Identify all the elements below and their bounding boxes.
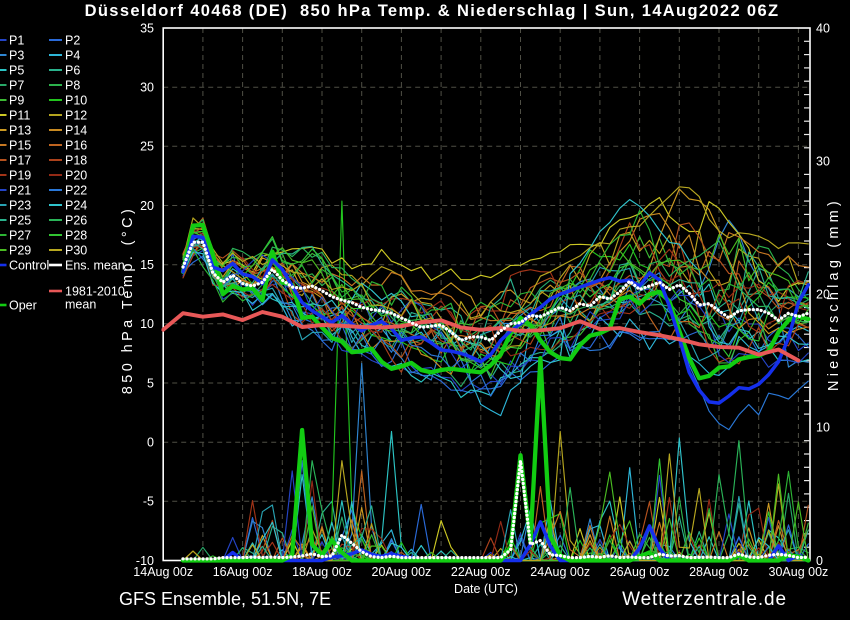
svg-text:10: 10: [816, 421, 830, 435]
svg-text:20: 20: [140, 199, 154, 213]
svg-text:1981-2010: 1981-2010: [65, 284, 125, 298]
svg-text:P29: P29: [9, 243, 31, 257]
svg-text:P1: P1: [9, 33, 24, 47]
svg-text:P4: P4: [65, 48, 80, 62]
svg-text:P15: P15: [9, 138, 31, 152]
svg-text:P13: P13: [9, 123, 31, 137]
svg-text:28Aug 00z: 28Aug 00z: [689, 565, 749, 579]
svg-text:P30: P30: [65, 243, 87, 257]
svg-text:P5: P5: [9, 63, 24, 77]
svg-text:P14: P14: [65, 123, 87, 137]
svg-text:Date (UTC): Date (UTC): [454, 582, 518, 596]
svg-text:-5: -5: [143, 495, 154, 509]
svg-text:P19: P19: [9, 168, 31, 182]
svg-text:P25: P25: [9, 213, 31, 227]
svg-text:16Aug 00z: 16Aug 00z: [213, 565, 273, 579]
svg-text:P21: P21: [9, 183, 31, 197]
svg-text:P7: P7: [9, 78, 24, 92]
svg-text:-10: -10: [136, 554, 154, 568]
svg-text:P23: P23: [9, 198, 31, 212]
svg-text:P3: P3: [9, 48, 24, 62]
svg-text:P9: P9: [9, 93, 24, 107]
svg-text:GFS Ensemble, 51.5N, 7E: GFS Ensemble, 51.5N, 7E: [119, 589, 331, 609]
svg-text:P6: P6: [65, 63, 80, 77]
svg-text:mean: mean: [65, 297, 96, 311]
svg-text:22Aug 00z: 22Aug 00z: [451, 565, 511, 579]
svg-text:850 hPa Temp. (°C): 850 hPa Temp. (°C): [120, 206, 136, 394]
svg-text:25: 25: [140, 140, 154, 154]
svg-text:40: 40: [816, 21, 830, 35]
svg-text:5: 5: [147, 376, 154, 390]
svg-text:Control: Control: [9, 258, 49, 272]
svg-text:P24: P24: [65, 198, 87, 212]
svg-text:Düsseldorf 40468 (DE) 850 hPa: Düsseldorf 40468 (DE) 850 hPa Temp. & Ni…: [85, 2, 780, 20]
svg-text:P17: P17: [9, 153, 31, 167]
svg-text:P10: P10: [65, 93, 87, 107]
svg-text:P11: P11: [9, 108, 30, 122]
svg-text:P18: P18: [65, 153, 87, 167]
svg-text:Ens. mean: Ens. mean: [65, 258, 125, 272]
svg-text:20Aug 00z: 20Aug 00z: [372, 565, 432, 579]
svg-text:P27: P27: [9, 228, 31, 242]
svg-text:P26: P26: [65, 213, 87, 227]
svg-text:P20: P20: [65, 168, 87, 182]
svg-text:0: 0: [816, 554, 823, 568]
svg-text:P2: P2: [65, 33, 80, 47]
svg-text:Wetterzentrale.de: Wetterzentrale.de: [622, 589, 787, 610]
svg-text:Oper: Oper: [9, 298, 37, 312]
svg-text:P12: P12: [65, 108, 87, 122]
svg-text:30Aug 00z: 30Aug 00z: [769, 565, 829, 579]
svg-text:30: 30: [140, 81, 154, 95]
svg-text:P16: P16: [65, 138, 87, 152]
svg-text:P8: P8: [65, 78, 80, 92]
svg-text:18Aug 00z: 18Aug 00z: [292, 565, 352, 579]
svg-text:10: 10: [140, 317, 154, 331]
svg-text:35: 35: [140, 21, 154, 35]
svg-text:P28: P28: [65, 228, 87, 242]
svg-text:20: 20: [816, 288, 830, 302]
svg-text:26Aug 00z: 26Aug 00z: [610, 565, 670, 579]
svg-text:30: 30: [816, 154, 830, 168]
svg-text:P22: P22: [65, 183, 87, 197]
svg-text:0: 0: [147, 436, 154, 450]
svg-text:15: 15: [140, 258, 154, 272]
svg-text:Niederschlag (mm): Niederschlag (mm): [826, 197, 842, 391]
svg-text:24Aug 00z: 24Aug 00z: [530, 565, 590, 579]
svg-text:14Aug 00z: 14Aug 00z: [133, 565, 193, 579]
